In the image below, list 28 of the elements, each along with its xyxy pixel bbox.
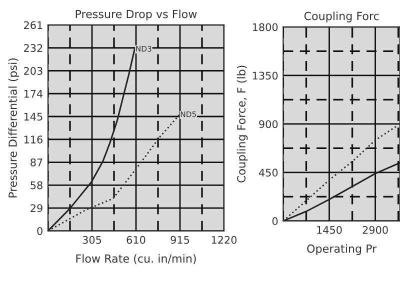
y-axis-title: Pressure Differential (psi) — [8, 58, 20, 198]
y-tick-label: 232 — [24, 44, 42, 52]
x-axis-title: Operating Pr — [307, 244, 377, 255]
y-tick-label: 87 — [30, 158, 42, 166]
x-tick-label: 305 — [82, 236, 102, 244]
line-series — [283, 125, 398, 221]
y-tick-label: 203 — [24, 66, 42, 75]
y-axis-title: Coupling Force, F (lb) — [236, 66, 248, 182]
x-tick-label: 2900 — [362, 226, 388, 234]
y-tick-label: 0 — [37, 227, 42, 235]
x-tick-label: 610 — [126, 236, 146, 244]
y-tick-label: 1800 — [252, 23, 278, 32]
y-tick-label: 145 — [24, 112, 42, 121]
chart-title: Coupling Forc — [304, 12, 379, 22]
x-tick-label: 1220 — [212, 236, 237, 244]
y-tick-label: 174 — [24, 90, 43, 98]
x-tick-label: 915 — [170, 236, 190, 244]
x-tick-label: 1450 — [317, 226, 342, 234]
y-tick-label: 1350 — [252, 72, 278, 80]
y-tick-label: 450 — [258, 168, 278, 177]
y-tick-label: 58 — [30, 181, 42, 190]
y-tick-label: 261 — [24, 21, 42, 30]
y-tick-label: 0 — [272, 217, 278, 226]
y-tick-label: 900 — [259, 120, 278, 128]
y-tick-label: 116 — [24, 136, 42, 144]
x-axis-title: Flow Rate (cu. in/min) — [76, 254, 196, 264]
y-tick-label: 29 — [30, 204, 42, 212]
chart-title: Pressure Drop vs Flow — [76, 10, 197, 20]
